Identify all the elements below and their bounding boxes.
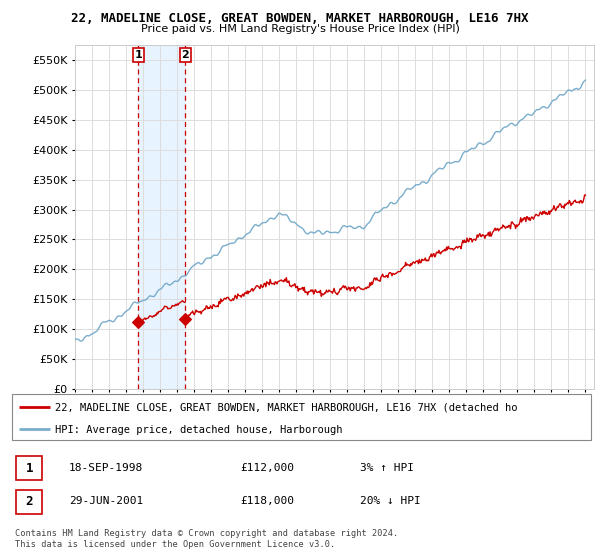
Text: Price paid vs. HM Land Registry's House Price Index (HPI): Price paid vs. HM Land Registry's House … bbox=[140, 24, 460, 34]
Text: 1: 1 bbox=[26, 461, 33, 475]
Text: 22, MADELINE CLOSE, GREAT BOWDEN, MARKET HARBOROUGH, LE16 7HX: 22, MADELINE CLOSE, GREAT BOWDEN, MARKET… bbox=[71, 12, 529, 25]
Point bbox=[181, 314, 190, 323]
Text: 20% ↓ HPI: 20% ↓ HPI bbox=[360, 496, 421, 506]
Text: 22, MADELINE CLOSE, GREAT BOWDEN, MARKET HARBOROUGH, LE16 7HX (detached ho: 22, MADELINE CLOSE, GREAT BOWDEN, MARKET… bbox=[55, 403, 518, 413]
Text: £112,000: £112,000 bbox=[240, 463, 294, 473]
Text: HPI: Average price, detached house, Harborough: HPI: Average price, detached house, Harb… bbox=[55, 426, 343, 436]
Text: 2: 2 bbox=[182, 50, 190, 60]
Text: 18-SEP-1998: 18-SEP-1998 bbox=[69, 463, 143, 473]
Text: £118,000: £118,000 bbox=[240, 496, 294, 506]
Text: Contains HM Land Registry data © Crown copyright and database right 2024.
This d: Contains HM Land Registry data © Crown c… bbox=[15, 529, 398, 549]
Text: 3% ↑ HPI: 3% ↑ HPI bbox=[360, 463, 414, 473]
Point bbox=[133, 318, 143, 326]
Text: 1: 1 bbox=[134, 50, 142, 60]
Bar bbox=[138, 45, 185, 389]
Text: 29-JUN-2001: 29-JUN-2001 bbox=[69, 496, 143, 506]
Text: 2: 2 bbox=[26, 495, 33, 508]
